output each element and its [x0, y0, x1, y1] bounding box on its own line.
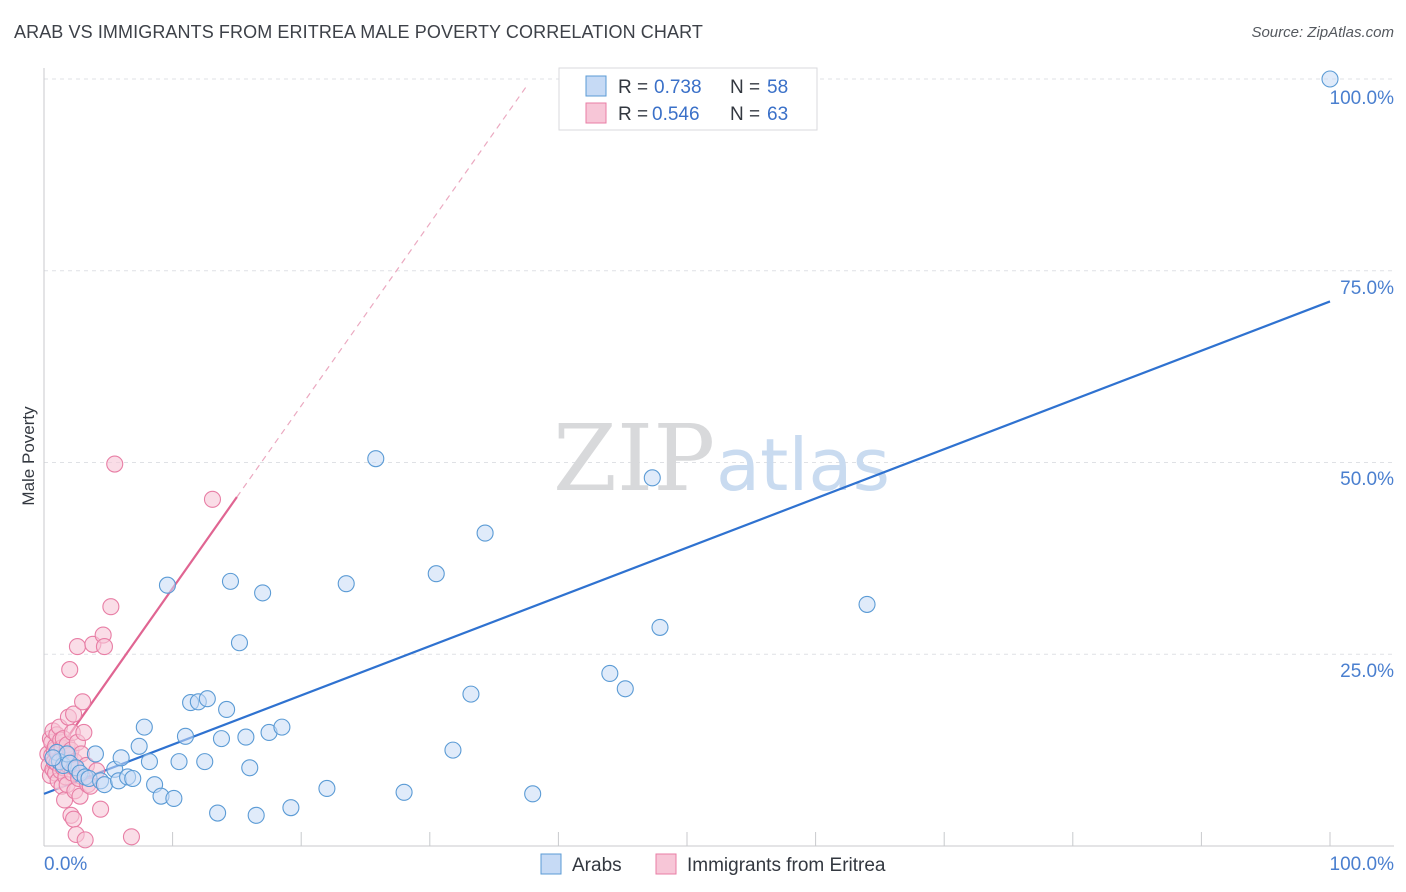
legend-r-value: 0.546: [652, 104, 700, 125]
data-point-arabs: [170, 753, 188, 771]
data-point-eritrea: [102, 598, 120, 616]
data-point-arabs: [651, 618, 669, 636]
y-tick-labels: 25.0% 50.0% 75.0% 100.0%: [1330, 88, 1395, 682]
y-tick-label: 50.0%: [1340, 469, 1394, 490]
data-point-eritrea: [61, 661, 79, 679]
y-tick-label: 25.0%: [1340, 661, 1394, 682]
data-point-arabs: [130, 737, 148, 755]
data-point-arabs: [337, 575, 355, 593]
data-point-eritrea: [106, 455, 124, 473]
data-point-arabs: [247, 806, 265, 824]
trend-line-arabs: [43, 300, 1331, 795]
bottom-legend-label-arabs: Arabs: [572, 855, 622, 876]
data-point-eritrea: [95, 638, 113, 656]
bottom-legend-swatch-eritrea: [655, 853, 677, 875]
data-point-arabs: [282, 799, 300, 817]
y-tick-label: 75.0%: [1340, 278, 1394, 299]
grid: [44, 78, 1394, 655]
source-label: Source: ZipAtlas.com: [1251, 24, 1394, 41]
data-point-arabs: [140, 753, 159, 771]
data-point-arabs: [1321, 70, 1339, 88]
data-point-arabs: [95, 776, 113, 794]
data-point-arabs: [165, 789, 183, 807]
x-tick-label-min: 0.0%: [44, 854, 87, 875]
data-point-arabs: [86, 745, 104, 763]
data-point-eritrea: [68, 638, 86, 656]
data-point-arabs: [209, 804, 227, 822]
data-point-eritrea: [65, 810, 83, 828]
series-arabs-points: [44, 70, 1339, 824]
data-point-arabs: [221, 572, 240, 590]
data-point-arabs: [858, 595, 876, 613]
data-point-arabs: [135, 718, 153, 736]
chart-title: ARAB VS IMMIGRANTS FROM ERITREA MALE POV…: [14, 22, 703, 42]
watermark-zip: ZIP: [553, 405, 715, 512]
data-point-arabs: [395, 783, 413, 801]
data-point-eritrea: [75, 723, 93, 742]
data-point-arabs: [196, 753, 214, 771]
data-point-arabs: [462, 685, 480, 703]
data-point-eritrea: [203, 490, 222, 508]
legend-swatch-arabs: [585, 75, 607, 97]
data-point-arabs: [643, 469, 661, 487]
data-point-arabs: [444, 741, 462, 759]
data-point-arabs: [427, 565, 445, 583]
data-point-arabs: [176, 727, 195, 745]
data-point-arabs: [44, 749, 62, 767]
data-point-arabs: [524, 785, 542, 803]
data-point-arabs: [112, 749, 130, 767]
bottom-legend-label-eritrea: Immigrants from Eritrea: [687, 855, 886, 876]
data-point-eritrea: [76, 831, 94, 849]
trend-line-eritrea-extension: [236, 86, 527, 498]
data-point-arabs: [241, 759, 259, 777]
legend: R = 0.738 N = 58 R = 0.546 N = 63: [558, 67, 818, 131]
y-axis-title: Male Poverty: [19, 406, 38, 506]
x-tick-label-max: 100.0%: [1330, 854, 1395, 875]
series-eritrea-points: [39, 455, 222, 849]
legend-n-label: N =: [730, 104, 760, 125]
legend-r-label: R =: [618, 104, 648, 125]
data-point-eritrea: [122, 828, 140, 846]
watermark-atlas: atlas: [716, 423, 890, 507]
legend-r-label: R =: [618, 77, 648, 98]
y-tick-label: 100.0%: [1330, 88, 1395, 109]
legend-n-value: 58: [767, 77, 788, 98]
data-point-arabs: [601, 664, 619, 682]
data-point-arabs: [218, 700, 236, 719]
data-point-arabs: [318, 779, 336, 798]
data-point-arabs: [230, 634, 249, 652]
data-point-arabs: [476, 524, 494, 542]
legend-n-value: 63: [767, 104, 788, 125]
legend-r-value: 0.738: [654, 77, 702, 98]
legend-n-label: N =: [730, 77, 760, 98]
data-point-arabs: [254, 584, 272, 602]
axes: [43, 68, 1394, 847]
data-point-arabs: [616, 680, 634, 698]
bottom-legend: Arabs Immigrants from Eritrea: [540, 853, 886, 876]
data-point-arabs: [198, 690, 216, 708]
data-point-eritrea: [65, 705, 83, 723]
data-point-arabs: [212, 730, 231, 748]
data-point-arabs: [124, 769, 142, 788]
data-point-arabs: [367, 450, 385, 468]
data-point-arabs: [158, 576, 177, 594]
data-point-arabs: [273, 718, 291, 736]
watermark: ZIP atlas: [553, 405, 890, 512]
data-point-arabs: [237, 728, 255, 746]
data-point-eritrea: [92, 800, 110, 818]
legend-swatch-eritrea: [585, 102, 607, 124]
bottom-legend-swatch-arabs: [540, 853, 562, 875]
data-point-eritrea: [74, 693, 92, 711]
